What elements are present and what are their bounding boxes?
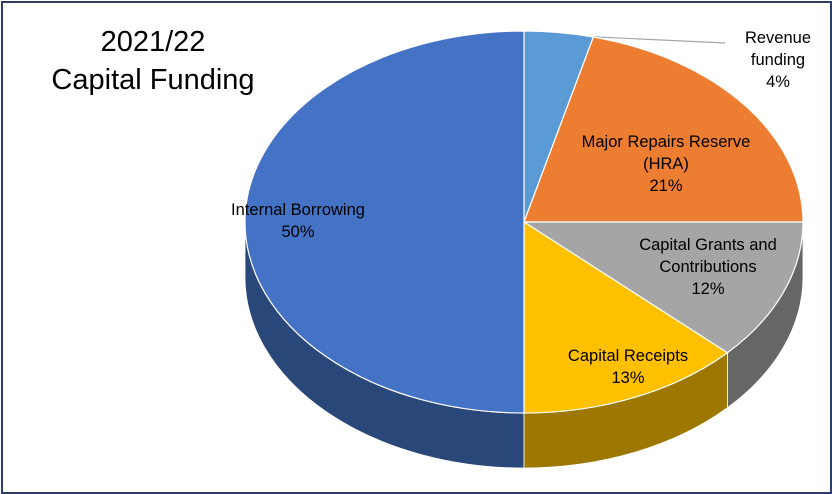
chart-title: 2021/22	[100, 26, 206, 58]
category-label: Revenue funding	[744, 29, 812, 69]
chart-title: Capital Funding	[51, 64, 255, 96]
slice	[523, 220, 729, 414]
slice	[244, 30, 525, 414]
category-label: Major Repairs Reserve (HRA)	[581, 133, 751, 173]
slice	[523, 36, 804, 223]
value-label: 4%	[766, 73, 790, 91]
value-label: 12%	[691, 280, 725, 298]
slice	[521, 221, 804, 354]
slice-label: Internal Borrowing 50%	[203, 199, 393, 243]
category-label: Capital Receipts	[567, 347, 689, 365]
value-label: 13%	[611, 369, 645, 387]
slice-label: Major Repairs Reserve (HRA) 21%	[571, 131, 761, 197]
pie-tops	[244, 30, 804, 414]
value-label: 21%	[649, 177, 683, 195]
slice-label: Revenue funding 4%	[728, 27, 828, 93]
slice-label: Capital Grants and Contributions 12%	[593, 234, 823, 300]
value-label: 50%	[281, 223, 315, 241]
pie-chart	[244, 30, 804, 469]
category-label: Internal Borrowing	[231, 201, 365, 219]
category-label: Capital Grants and Contributions	[639, 236, 777, 276]
slice-label: Capital Receipts 13%	[533, 345, 723, 389]
